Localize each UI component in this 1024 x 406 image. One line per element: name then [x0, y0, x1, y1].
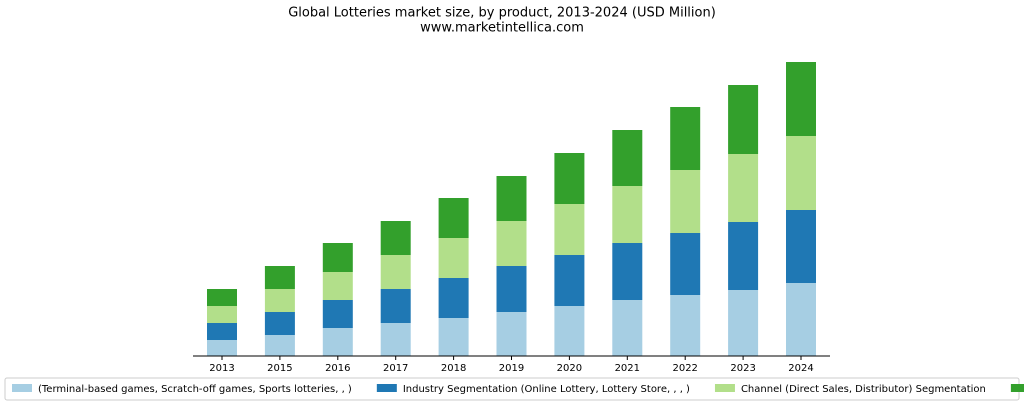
bar-segment	[728, 85, 759, 154]
bar-segment	[438, 318, 469, 356]
bar-segment	[322, 272, 353, 300]
bar-segment	[380, 323, 411, 356]
bar-segment	[380, 221, 411, 255]
bar-segment	[670, 233, 701, 295]
legend-label: (Terminal-based games, Scratch-off games…	[38, 384, 352, 395]
bar-segment	[554, 255, 585, 306]
x-tick-label: 2015	[267, 363, 292, 374]
legend-swatch	[12, 384, 32, 392]
bar-segment	[554, 204, 585, 255]
bar-segment	[496, 312, 527, 356]
bar-segment	[728, 222, 759, 290]
bar-segment	[728, 154, 759, 222]
x-tick-label: 2019	[499, 363, 524, 374]
x-tick-label: 2013	[209, 363, 234, 374]
bar-segment	[264, 312, 295, 335]
bar-segment	[438, 198, 469, 238]
bar-segment	[380, 255, 411, 289]
x-tick-label: 2022	[672, 363, 697, 374]
bar-segment	[612, 186, 643, 243]
bar-segment	[322, 328, 353, 356]
bar-segment	[264, 289, 295, 312]
bar-segment	[612, 243, 643, 300]
legend-label: Industry Segmentation (Online Lottery, L…	[403, 384, 690, 395]
x-tick-label: 2021	[615, 363, 640, 374]
bar-segment	[438, 238, 469, 278]
x-tick-label: 2024	[788, 363, 813, 374]
bar-segment	[728, 290, 759, 356]
bar-segment	[496, 221, 527, 266]
bar-segment	[554, 306, 585, 356]
bar-segment	[380, 289, 411, 323]
bar-segment	[264, 266, 295, 289]
bar-segment	[670, 170, 701, 233]
bar-segment	[322, 243, 353, 272]
bar-segment	[207, 340, 237, 356]
chart-subtitle: www.marketintellica.com	[420, 21, 584, 36]
x-tick-label: 2016	[325, 363, 350, 374]
x-tick-label: 2020	[557, 363, 582, 374]
bar-segment	[612, 130, 643, 186]
x-tick-label: 2018	[441, 363, 466, 374]
bar-segment	[207, 289, 237, 306]
legend-label: Channel (Direct Sales, Distributor) Segm…	[741, 384, 986, 395]
bar-segment	[786, 283, 816, 356]
legend-swatch	[376, 384, 397, 392]
bar-segment	[264, 335, 295, 356]
legend-swatch	[714, 384, 735, 392]
bar-segment	[786, 136, 816, 210]
bar-segment	[554, 153, 585, 204]
bar-segment	[322, 300, 353, 328]
bar-segment	[670, 107, 701, 170]
legend-swatch	[1010, 384, 1024, 392]
bar-segment	[496, 266, 527, 312]
bar-segment	[438, 278, 469, 318]
bar-segment	[207, 323, 237, 340]
chart-title: Global Lotteries market size, by product…	[288, 6, 716, 21]
bar-segment	[786, 210, 816, 283]
x-tick-label: 2023	[730, 363, 755, 374]
bar-segment	[670, 295, 701, 356]
bar-segment	[207, 306, 237, 323]
bar-segment	[496, 176, 527, 221]
x-tick-label: 2017	[383, 363, 408, 374]
bar-segment	[786, 62, 816, 136]
bar-segment	[612, 300, 643, 356]
